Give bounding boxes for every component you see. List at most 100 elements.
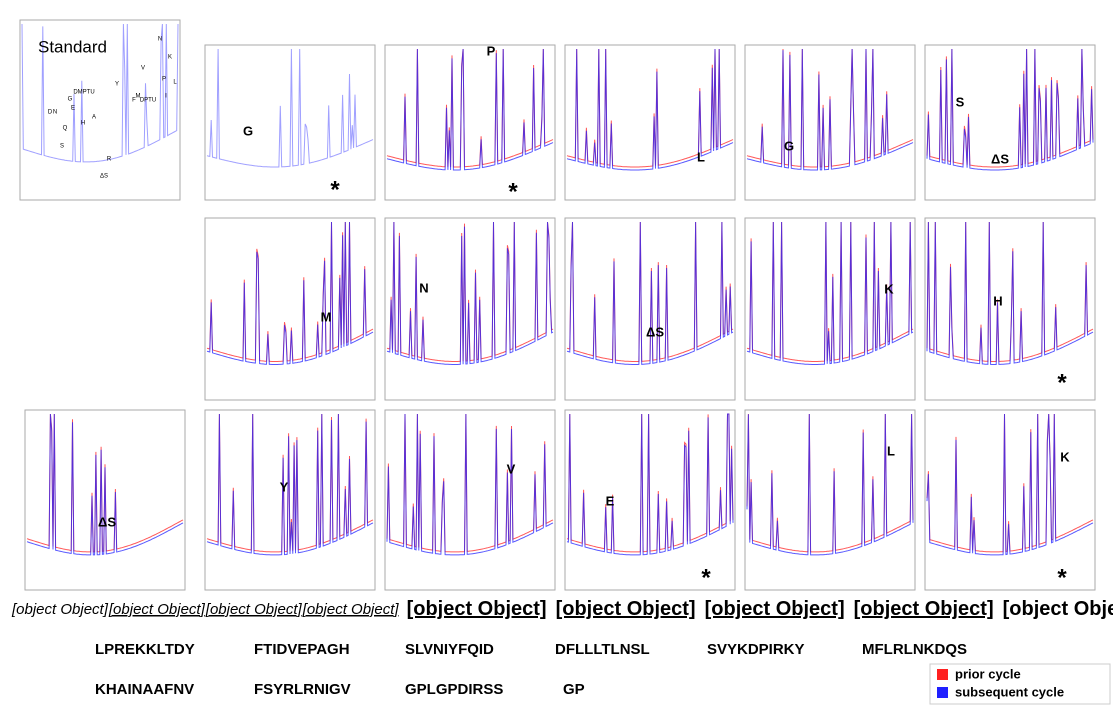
sequence-residue: [object Object]: [108, 601, 206, 618]
sequence-residue: [object Object]: [1003, 598, 1113, 620]
sequence-block: GPLGPDIRSS: [405, 681, 503, 698]
panel-frame: [384, 44, 556, 201]
peak-label: M: [136, 94, 141, 100]
panel-frame: [564, 217, 736, 401]
peak-label: Q: [63, 126, 68, 132]
peak-label: ΔS: [991, 151, 1009, 166]
sequence-block: MFLRLNKDQS: [862, 641, 967, 658]
peak-label: ΔS: [98, 514, 116, 529]
trace: [386, 413, 554, 556]
legend-box: [929, 663, 1111, 705]
peak-label: E: [71, 106, 75, 112]
peak-label: P: [162, 77, 166, 83]
peak-label: L: [173, 80, 177, 86]
panel-frame: [384, 217, 556, 401]
panel-frame: [564, 44, 736, 201]
trace: [566, 221, 734, 365]
peak-label: V: [141, 66, 145, 72]
peak-label: L: [887, 443, 895, 458]
trace: [926, 48, 1094, 171]
sequence-line: [object Object][object Object][object Ob…: [11, 598, 1113, 620]
peak-label: N: [158, 37, 162, 43]
panel-frame: [19, 19, 181, 201]
peak-label: H: [81, 121, 85, 127]
sequence-residue: [object Object]: [407, 598, 547, 620]
panel-frame: [204, 44, 376, 201]
panel-frame: [924, 217, 1096, 401]
peak-label: I: [165, 94, 167, 100]
trace: [206, 221, 374, 365]
sequence-block: KHAINAAFNV: [95, 681, 194, 698]
sequence-residue: [object Object]: [11, 601, 109, 618]
legend-swatch: [937, 687, 948, 698]
sequence-residue: [object Object]: [302, 601, 400, 618]
sequence-block: LPREKKLTDY: [95, 641, 195, 658]
standard-title: Standard: [38, 37, 107, 56]
peak-label: K: [168, 55, 172, 61]
sequence-block: FTIDVEPAGH: [254, 641, 350, 658]
sequence-residue: [object Object]: [556, 598, 696, 620]
trace: [206, 413, 374, 556]
peak-label: S: [60, 144, 64, 150]
peak-label: N: [419, 280, 428, 295]
panel-frame: [924, 409, 1096, 591]
peak-label: V: [507, 461, 516, 476]
asterisk: *: [1057, 564, 1067, 591]
sequence-residue: [object Object]: [705, 598, 845, 620]
asterisk: *: [508, 178, 518, 205]
sequence-block: SLVNIYFQID: [405, 641, 494, 658]
peak-label: K: [884, 281, 894, 296]
peak-label: ΔS: [100, 174, 108, 180]
trace: [21, 23, 179, 163]
asterisk: *: [330, 176, 340, 203]
trace: [26, 413, 184, 556]
sequence-block: GP: [563, 681, 585, 698]
trace: [926, 413, 1094, 556]
sequence-block: SVYKDPIRKY: [707, 641, 805, 658]
asterisk: *: [1057, 369, 1067, 396]
legend-label: prior cycle: [955, 666, 1021, 681]
peak-label: N: [53, 110, 57, 116]
panel-frame: [744, 409, 916, 591]
peak-label: DMPTU: [73, 90, 94, 96]
trace: [566, 413, 734, 556]
peak-label: P: [487, 43, 496, 58]
legend-label: subsequent cycle: [955, 684, 1064, 699]
trace: [926, 48, 1094, 168]
peak-label: DPTU: [140, 98, 156, 104]
peak-label: E: [606, 493, 615, 508]
trace: [566, 48, 734, 171]
peak-label: Y: [280, 479, 289, 494]
sequence-block: DFLLLTLNSL: [555, 641, 650, 658]
peak-label: D: [48, 110, 53, 116]
trace: [206, 48, 374, 168]
peak-label: H: [993, 293, 1002, 308]
peak-label: G: [68, 97, 73, 103]
peak-label: L: [697, 149, 705, 164]
peak-label: F: [132, 98, 136, 104]
sequence-block: FSYRLRNIGV: [254, 681, 351, 698]
trace: [746, 221, 914, 365]
peak-label: G: [784, 138, 794, 153]
trace: [386, 48, 554, 171]
panel-frame: [204, 409, 376, 591]
peak-label: R: [107, 157, 112, 163]
asterisk: *: [701, 564, 711, 591]
peak-label: Y: [115, 82, 119, 88]
peak-label: ΔS: [646, 324, 664, 339]
sequence-residue: [object Object]: [854, 598, 994, 620]
peak-label: S: [956, 94, 965, 109]
trace: [566, 48, 734, 168]
peak-label: M: [321, 309, 332, 324]
trace: [746, 48, 914, 171]
sequence-residue: [object Object]: [205, 601, 303, 618]
panel-frame: [924, 44, 1096, 201]
trace: [926, 221, 1094, 365]
peak-label: G: [243, 123, 253, 138]
peak-label: K: [1060, 449, 1070, 464]
peak-label: A: [92, 115, 96, 121]
trace: [746, 413, 914, 556]
panel-frame: [384, 409, 556, 591]
legend-swatch: [937, 669, 948, 680]
